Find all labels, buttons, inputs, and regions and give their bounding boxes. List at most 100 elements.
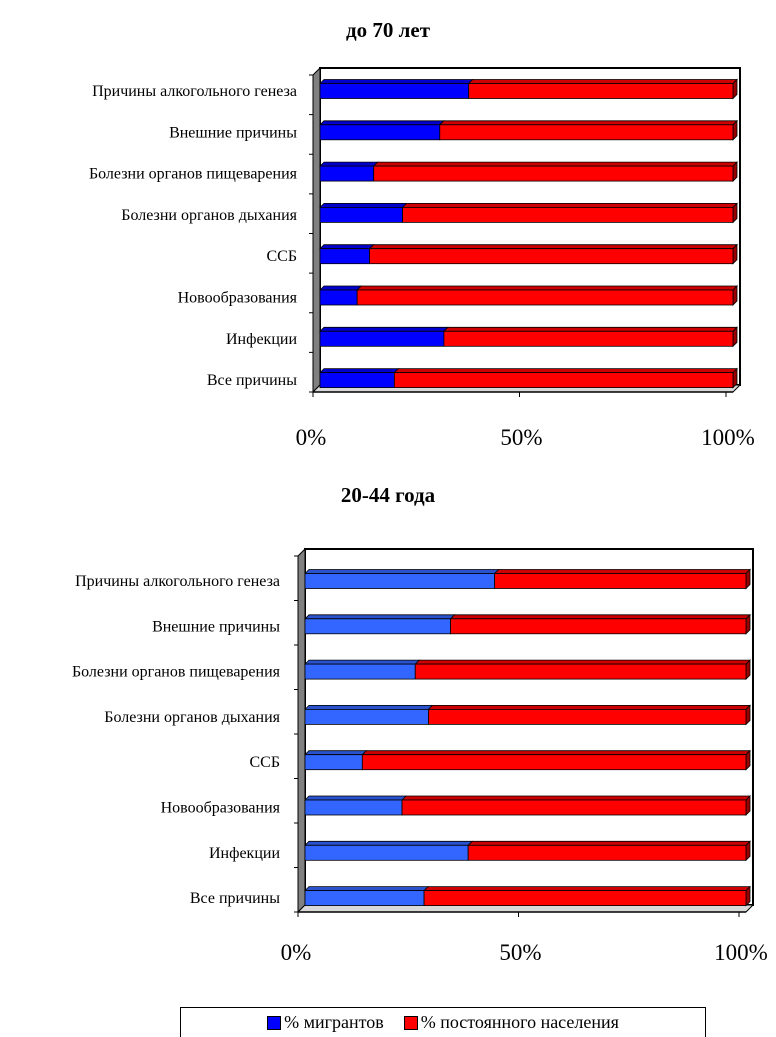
bar-top-migrants	[304, 705, 434, 710]
bar-side	[745, 885, 751, 907]
category-label: Болезни органов дыхания	[121, 207, 297, 224]
category-label: Болезни органов дыхания	[104, 709, 280, 726]
bar-side	[732, 326, 738, 348]
bar-top-migrants	[304, 840, 474, 846]
category-label: Болезни органов пищеварения	[72, 664, 281, 681]
bar-top-migrants	[319, 368, 400, 374]
bar-migrants	[319, 206, 403, 223]
bar-top-migrants	[304, 659, 421, 665]
bar-top-migrants	[319, 79, 474, 84]
bar-top-residents	[467, 840, 751, 846]
bar-top-residents	[414, 659, 751, 665]
bar-side	[745, 659, 751, 681]
bar-residents	[450, 618, 747, 635]
category-label: Внешние причины	[169, 124, 297, 141]
x-tick-label: 100%	[701, 425, 755, 450]
bar-side	[732, 78, 738, 100]
legend-item-residents: % постоянного населения	[403, 1012, 619, 1033]
bar-top-residents	[368, 244, 738, 250]
bar-top-residents	[401, 202, 738, 208]
bar-side	[732, 285, 738, 306]
bar-top-residents	[372, 161, 738, 167]
legend-item-migrants: % мигрантов	[267, 1012, 384, 1033]
category-label: Все причины	[207, 372, 297, 389]
bar-migrants	[304, 618, 451, 635]
bar-top-residents	[467, 79, 738, 84]
bar-residents	[423, 890, 747, 906]
legend-swatch-residents	[403, 1015, 418, 1030]
bar-residents	[361, 754, 747, 771]
bar-residents	[494, 573, 747, 589]
bar-top-migrants	[319, 161, 379, 167]
category-label: Причины алкогольного генеза	[75, 573, 280, 590]
bar-side	[732, 202, 738, 224]
category-label: Инфекции	[209, 845, 280, 862]
bar-side	[732, 243, 738, 265]
plot-floor	[296, 904, 755, 913]
bar-top-residents	[401, 795, 751, 801]
bar-residents	[402, 206, 734, 223]
bar-top-residents	[442, 326, 738, 332]
x-tick-label: 0%	[281, 940, 312, 965]
bar-migrants	[319, 165, 375, 182]
bar-migrants	[304, 573, 496, 589]
plot-left-wall	[297, 547, 306, 914]
bar-top-migrants	[304, 886, 430, 891]
bar-migrants	[319, 83, 470, 99]
x-tick-label: 0%	[296, 425, 327, 450]
category-label: Причины алкогольного генеза	[92, 83, 297, 100]
bar-top-residents	[493, 569, 751, 574]
bar-side	[732, 119, 738, 141]
bar-residents	[443, 330, 734, 347]
bar-top-migrants	[319, 244, 375, 250]
category-label: Новообразования	[178, 290, 298, 307]
category-label: ССБ	[266, 248, 297, 265]
bar-migrants	[304, 890, 425, 906]
chart-title-2: 20-44 года	[340, 483, 436, 507]
x-tick-label: 50%	[500, 425, 542, 450]
bar-migrants	[304, 663, 416, 680]
bar-top-residents	[356, 285, 738, 291]
category-label: Инфекции	[226, 331, 297, 348]
bar-side	[745, 840, 751, 862]
bar-top-residents	[423, 886, 751, 891]
category-label: Болезни органов пищеварения	[89, 166, 298, 183]
bar-top-migrants	[304, 750, 368, 756]
bar-top-migrants	[319, 326, 449, 332]
chart-title-1: до 70 лет	[345, 18, 431, 42]
bar-migrants	[304, 799, 403, 816]
bar-side	[745, 704, 751, 726]
bar-top-migrants	[304, 569, 500, 574]
bar-residents	[468, 83, 734, 99]
x-tick-label: 50%	[499, 940, 541, 965]
chart-2: Причины алкогольного генеза Внешние причи…	[72, 547, 768, 965]
bar-residents	[428, 709, 747, 725]
chart-1: Причины алкогольного генеза Внешние причи…	[89, 66, 755, 450]
bar-side	[745, 749, 751, 771]
category-label: ССБ	[249, 754, 280, 771]
plot-left-wall	[312, 66, 321, 394]
bar-residents	[393, 372, 734, 389]
bar-residents	[356, 289, 734, 306]
bar-migrants	[319, 248, 370, 265]
bar-top-migrants	[304, 795, 407, 801]
legend: % мигрантов % постоянного населения	[180, 1007, 706, 1037]
bar-side	[732, 161, 738, 183]
bar-residents	[467, 844, 747, 861]
bar-residents	[373, 165, 734, 182]
legend-label-migrants: % мигрантов	[284, 1012, 384, 1032]
bar-residents	[401, 799, 747, 816]
bar-residents	[414, 663, 747, 680]
bar-migrants	[304, 709, 429, 725]
bar-migrants	[319, 330, 445, 347]
category-label: Новообразования	[161, 800, 281, 817]
category-label: Внешние причины	[152, 618, 280, 635]
bar-migrants	[319, 289, 358, 306]
bar-residents	[439, 124, 734, 141]
bar-top-residents	[427, 705, 751, 710]
bar-top-residents	[438, 120, 738, 126]
x-tick-label: 100%	[714, 940, 768, 965]
bar-migrants	[319, 124, 441, 141]
bar-top-migrants	[304, 614, 456, 620]
